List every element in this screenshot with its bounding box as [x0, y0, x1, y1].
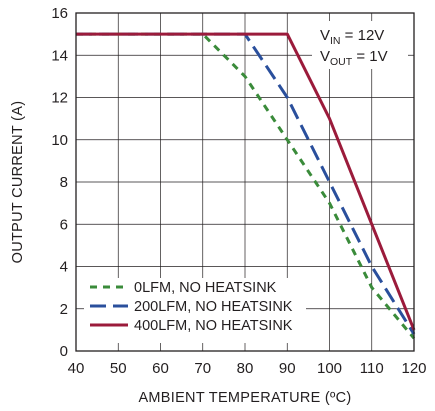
legend: 0LFM, NO HEATSINK 200LFM, NO HEATSINK 400L… — [84, 278, 306, 343]
legend-label: 400LFM, NO HEATSINK — [134, 318, 293, 334]
series-lines — [76, 32, 416, 340]
conditions-box: VIN = 12V VOUT = 1V — [312, 21, 408, 69]
condition-vout: VOUT = 1V — [320, 48, 388, 68]
y-tick-labels: 0 2 4 6 8 10 12 14 16 — [51, 5, 68, 360]
series-line — [76, 32, 416, 331]
x-tick-label: 70 — [194, 360, 211, 377]
x-tick-label: 100 — [317, 360, 342, 377]
x-axis-title: AMBIENT TEMPERATURE (ºC) — [138, 390, 351, 406]
y-tick-label: 2 — [60, 301, 68, 318]
legend-label: 0LFM, NO HEATSINK — [134, 280, 277, 296]
x-tick-label: 110 — [360, 360, 384, 377]
x-tick-label: 120 — [401, 360, 426, 377]
y-tick-label: 14 — [51, 47, 68, 64]
condition-vin: VIN = 12V — [320, 27, 384, 47]
y-tick-label: 12 — [51, 90, 68, 107]
y-tick-label: 6 — [60, 216, 68, 233]
x-tick-label: 90 — [279, 360, 296, 377]
legend-background — [84, 278, 306, 343]
x-tick-labels: 40 50 60 70 80 90 100 110 120 — [68, 360, 427, 377]
plot-frame — [75, 12, 415, 352]
series-line — [76, 32, 416, 340]
y-tick-label: 16 — [51, 5, 68, 22]
y-tick-label: 8 — [60, 174, 68, 191]
x-tick-label: 40 — [68, 360, 85, 377]
y-tick-label: 10 — [51, 132, 68, 149]
x-tick-label: 80 — [237, 360, 254, 377]
conditions-background — [312, 21, 408, 69]
x-tick-label: 60 — [152, 360, 169, 377]
y-tick-label: 0 — [60, 343, 68, 360]
y-tick-label: 4 — [60, 259, 68, 276]
x-tick-label: 50 — [110, 360, 127, 377]
legend-label: 200LFM, NO HEATSINK — [134, 299, 293, 315]
y-axis-title: OUTPUT CURRENT (A) — [10, 101, 26, 264]
